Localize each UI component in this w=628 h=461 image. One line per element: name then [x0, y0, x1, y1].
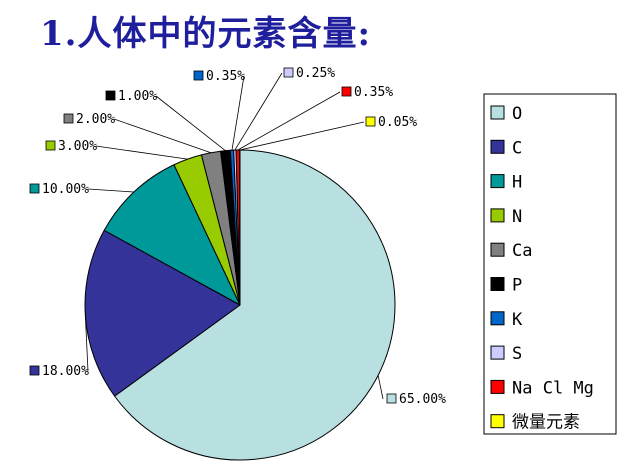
legend-entry: O: [512, 104, 522, 124]
leader-line: [231, 75, 245, 151]
data-label: 10.00%: [42, 182, 89, 197]
legend-swatch: [490, 345, 505, 360]
legend-entry: Ca: [512, 241, 532, 261]
label-color-key: [29, 365, 40, 376]
legend-entry: K: [512, 310, 523, 330]
legend-entry: C: [512, 138, 522, 158]
label-color-key: [45, 140, 56, 151]
slice-c: [84, 229, 241, 397]
label-color-key: [193, 70, 204, 81]
leader-line: [84, 314, 89, 372]
pie-slices: [84, 149, 396, 461]
label-color-key: [341, 86, 352, 97]
data-label: 0.35%: [206, 69, 245, 84]
label-color-key: [63, 113, 74, 124]
page-title: 1.人体中的元素含量:: [40, 14, 372, 54]
label-color-key: [105, 90, 116, 101]
leader-line: [237, 91, 341, 151]
legend-swatch: [490, 277, 505, 291]
label-color-key: [365, 116, 376, 127]
data-label: 18.00%: [42, 364, 89, 379]
data-label: 1.00%: [118, 89, 157, 104]
leader-line: [87, 188, 134, 193]
label-color-key: [283, 67, 294, 78]
leader-line: [95, 145, 188, 160]
data-label: 2.00%: [76, 112, 115, 127]
data-label: 0.35%: [354, 85, 393, 100]
legend-entry: 微量元素: [512, 413, 580, 433]
data-label: 0.25%: [296, 66, 335, 81]
legend-entry: P: [512, 276, 522, 296]
data-label: 3.00%: [58, 139, 97, 154]
slice-o: [114, 149, 396, 461]
label-color-key: [386, 393, 397, 404]
leader-line: [155, 95, 226, 152]
leader-line: [377, 375, 384, 400]
leader-line: [113, 118, 212, 154]
legend-entry: N: [512, 207, 522, 227]
data-label: 65.00%: [399, 392, 446, 407]
legend-swatch: [490, 139, 505, 154]
legend-swatch: [490, 242, 505, 257]
leader-lines: [84, 72, 384, 400]
legend-swatch: [490, 174, 505, 189]
data-label: 0.05%: [378, 115, 417, 130]
legend-entry: Na Cl Mg: [512, 378, 594, 398]
legend-swatch: [490, 105, 505, 120]
leader-line: [234, 72, 283, 151]
legend-frame: [483, 93, 617, 435]
legend-swatch: [490, 414, 505, 429]
data-labels: 65.00% 18.00% 10.00% 3.00% 2.00%1.00% 0.35% 0.…: [29, 66, 446, 407]
label-color-key: [29, 183, 40, 194]
legend-swatch: [490, 311, 505, 326]
legend-swatch: [490, 379, 505, 394]
legend-entry: S: [512, 344, 522, 364]
legend-entry: H: [512, 173, 522, 193]
legend-swatch: [490, 208, 505, 223]
leader-line: [239, 121, 365, 151]
